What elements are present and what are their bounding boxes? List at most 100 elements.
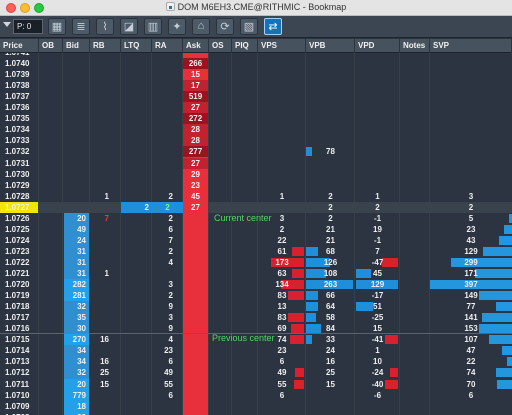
recent-ask-cell: 2: [168, 291, 173, 301]
column-header-vpb[interactable]: VPB: [306, 39, 355, 53]
dom-ladder-grid[interactable]: 1.07411.07402661.0739151.0738171.0737519…: [0, 53, 512, 415]
price-level-row[interactable]: 1.0718 32 9 13 64 51 77: [0, 301, 512, 313]
column-header-ask[interactable]: Ask: [183, 39, 209, 53]
bid-size-cell: 20: [64, 212, 89, 224]
price-level-row[interactable]: 1.0736 27: [0, 102, 512, 114]
vps-cell: 55: [277, 379, 287, 389]
price-level-row[interactable]: 1.0711 20 15 55 55 15 -40 70: [0, 378, 512, 390]
price-level-row[interactable]: 1.0726 20 7 2 3 2 -1 5: [0, 212, 512, 224]
price-level-row[interactable]: 1.0710 779 6 6 -6 6: [0, 389, 512, 401]
vpd-cell: -6: [373, 390, 382, 400]
vpd-cell: -40: [371, 379, 384, 389]
column-divider: [38, 53, 39, 415]
magic-button[interactable]: ✦: [168, 18, 186, 35]
price-level-row[interactable]: 1.0715 270 16 4 74 33 -41 107 Previous center: [0, 333, 512, 346]
price-cell: 1.0720: [5, 280, 30, 290]
ask-size-cell: 28: [183, 124, 208, 136]
column-header-svp[interactable]: SVP: [430, 39, 512, 53]
column-divider: [305, 53, 306, 415]
price-level-row[interactable]: 1.0708 22: [0, 411, 512, 415]
price-level-row[interactable]: 1.0720 282 3 134 263 129 397: [0, 279, 512, 291]
price-level-row[interactable]: 1.0716 30 9 69 84 15 153: [0, 323, 512, 335]
maximize-window-button[interactable]: [34, 3, 44, 13]
price-level-row[interactable]: 1.0730 29: [0, 168, 512, 180]
price-level-row[interactable]: 1.0728 1 2 45 1 2 1 3: [0, 190, 512, 202]
price-cell: 1.0723: [5, 246, 30, 256]
vpd-cell: -24: [371, 368, 384, 378]
svp-cell: 141: [464, 313, 478, 323]
column-header-price[interactable]: Price: [0, 39, 39, 53]
price-level-row[interactable]: 1.0722 31 4 173 126 -47 299: [0, 256, 512, 268]
column-header-piq[interactable]: PIQ: [232, 39, 258, 53]
vpb-cell: 21: [326, 224, 335, 234]
minimize-window-button[interactable]: [20, 3, 30, 13]
column-header-vpd[interactable]: VPD: [355, 39, 400, 53]
chevron-down-icon[interactable]: [3, 22, 11, 27]
column-header-os[interactable]: OS: [209, 39, 232, 53]
price-level-row[interactable]: 1.0731 27: [0, 157, 512, 169]
bid-size-cell: 281: [64, 290, 89, 302]
price-cell: 1.0737: [5, 92, 30, 102]
brush-button[interactable]: ⌂: [192, 18, 210, 35]
swap-button[interactable]: ⇄: [264, 18, 282, 35]
price-level-row[interactable]: 1.0709 18: [0, 400, 512, 412]
vpd-cell: 7: [375, 246, 380, 256]
recent-ask-cell: 55: [164, 379, 173, 389]
filter-button[interactable]: ≣: [72, 18, 90, 35]
column-header-bid[interactable]: Bid: [63, 39, 90, 53]
column-divider: [231, 53, 232, 415]
price-level-row[interactable]: 1.0729 23: [0, 179, 512, 191]
price-level-row[interactable]: 1.0714 34 23 23 24 1 47: [0, 345, 512, 357]
bid-size-cell: 32: [64, 367, 89, 379]
recent-ask-cell: 23: [164, 346, 173, 356]
price-level-row[interactable]: 1.0733 28: [0, 135, 512, 147]
window-title-text: DOM M6EH3.CME@RITHMIC - Bookmap: [177, 2, 347, 12]
column-header-ltq[interactable]: LTQ: [121, 39, 152, 53]
broom-button[interactable]: ⌇: [96, 18, 114, 35]
ask-size-cell: 17: [183, 80, 208, 92]
svp-cell: 129: [464, 246, 478, 256]
refresh-icon: ⟳: [220, 21, 230, 33]
svp-bar: [495, 368, 512, 378]
vpb-bar: [306, 324, 322, 334]
price-level-row[interactable]: 1.0713 34 16 6 6 16 10 22: [0, 356, 512, 368]
layout-button[interactable]: ▦: [48, 18, 66, 35]
close-window-button[interactable]: [6, 3, 16, 13]
column-header-ra[interactable]: RA: [152, 39, 183, 53]
column-divider: [399, 53, 400, 415]
price-level-row[interactable]: 1.0738 17: [0, 80, 512, 92]
screenshot-button[interactable]: ▧: [240, 18, 258, 35]
price-level-row[interactable]: 1.0723 31 2 61 68 7 129: [0, 245, 512, 257]
price-level-row[interactable]: 1.0727 2 2 27 2 2 2 Current center: [0, 201, 512, 223]
column-header-ob[interactable]: OB: [39, 39, 63, 53]
price-level-row[interactable]: 1.0717 35 3 83 58 -25 141: [0, 312, 512, 324]
vpd-bar: [356, 302, 373, 312]
position-field[interactable]: P: 0: [13, 19, 43, 34]
column-header-notes[interactable]: Notes: [400, 39, 430, 53]
price-level-row[interactable]: 1.0739 15: [0, 69, 512, 81]
eraser-button[interactable]: ◪: [120, 18, 138, 35]
price-level-row[interactable]: 1.0719 281 2 83 66 -17 149: [0, 290, 512, 302]
price-level-row[interactable]: 1.0735 272: [0, 113, 512, 125]
vpd-cell: -1: [373, 213, 382, 223]
toolbar: P: 0 ▦ ≣ ⌇ ◪ ▥ ✦ ⌂ ⟳ ▧ ⇄: [0, 16, 512, 38]
price-cell: 1.0714: [5, 346, 30, 356]
price-level-row[interactable]: 1.0741: [0, 53, 512, 58]
swap-arrows-icon: ⇄: [268, 21, 278, 33]
column-header-rb[interactable]: RB: [90, 39, 121, 53]
trash-button[interactable]: ▥: [144, 18, 162, 35]
price-level-row[interactable]: 1.0737 519: [0, 91, 512, 103]
refresh-button[interactable]: ⟳: [216, 18, 234, 35]
ltq-ask-cell: 2: [152, 201, 183, 213]
vpd-bar: [390, 368, 398, 378]
vpb-cell: 84: [326, 324, 335, 334]
price-level-row[interactable]: 1.0734 28: [0, 124, 512, 136]
price-level-row[interactable]: 1.0725 49 6 2 21 19 23: [0, 223, 512, 235]
column-header-vps[interactable]: VPS: [258, 39, 306, 53]
svp-bar: [483, 246, 512, 256]
price-level-row[interactable]: 1.0732 277 78: [0, 146, 512, 158]
price-level-row[interactable]: 1.0740 266: [0, 58, 512, 70]
price-level-row[interactable]: 1.0712 32 25 49 49 25 -24 74: [0, 367, 512, 379]
price-level-row[interactable]: 1.0724 24 7 22 21 -1 43: [0, 234, 512, 246]
price-level-row[interactable]: 1.0721 31 1 63 108 45 171: [0, 268, 512, 279]
